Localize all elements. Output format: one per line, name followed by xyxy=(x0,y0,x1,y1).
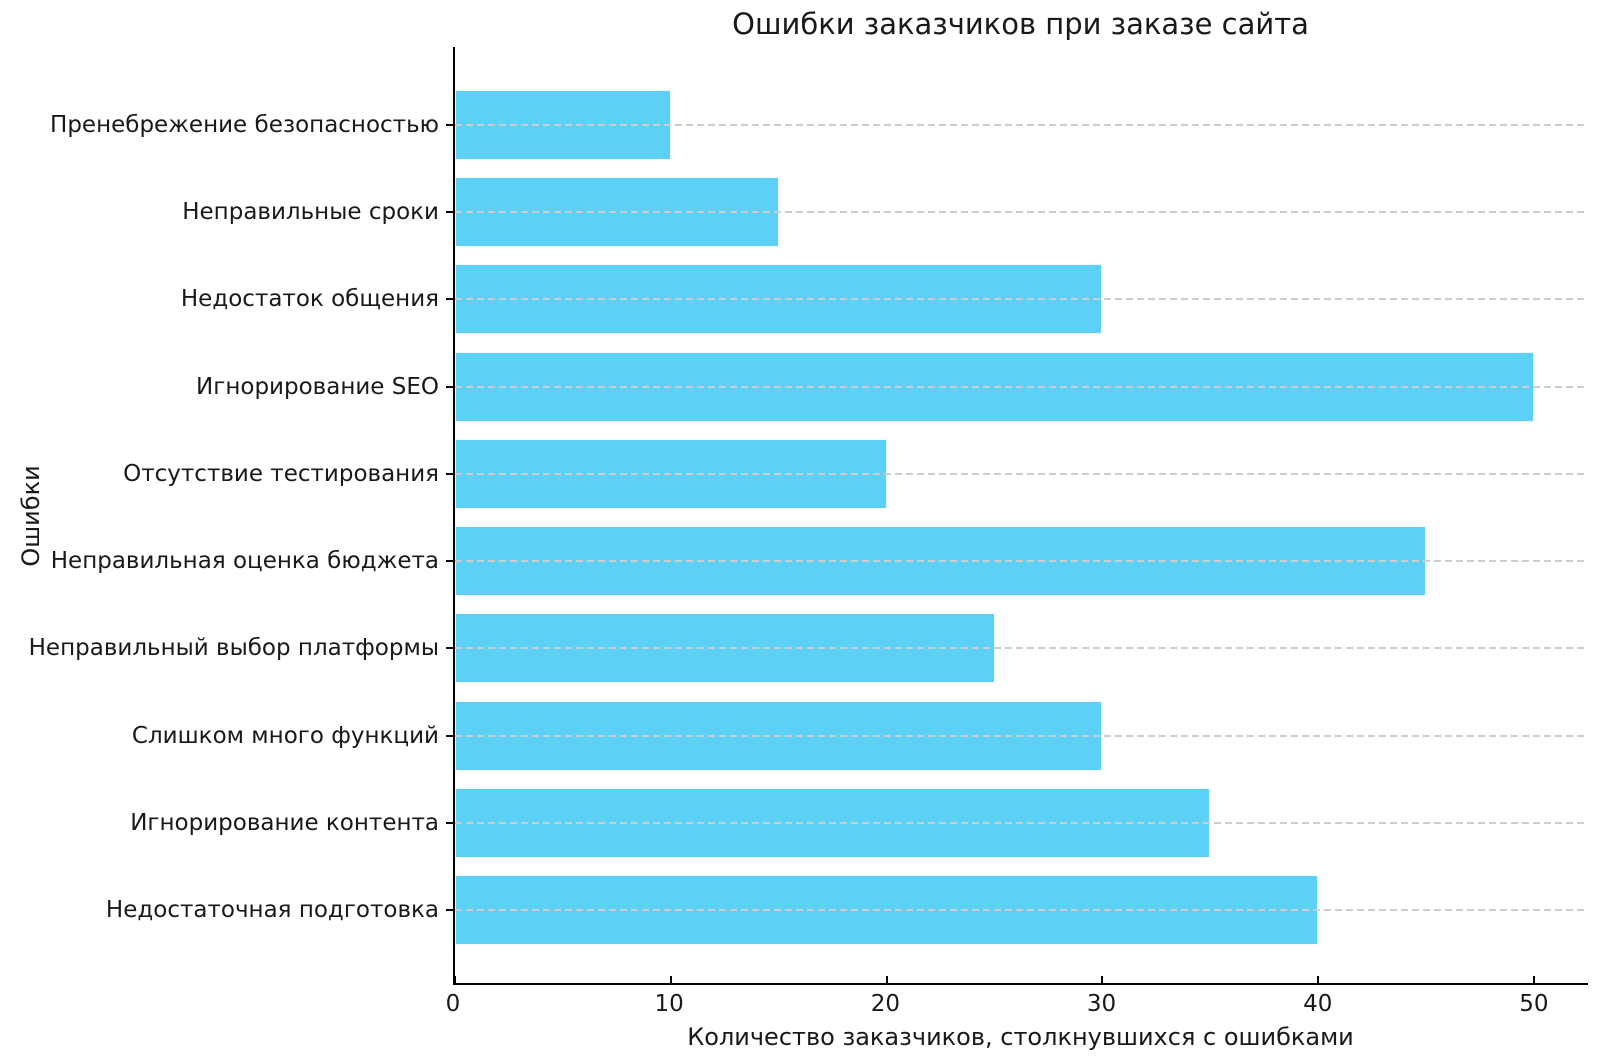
x-axis-label: Количество заказчиков, столкнувшихся с о… xyxy=(687,1023,1354,1051)
x-tick-mark xyxy=(1533,976,1536,983)
gridline xyxy=(455,472,1588,475)
y-tick-mark xyxy=(446,560,453,563)
y-tick-mark xyxy=(446,385,453,388)
category-label: Неправильная оценка бюджета xyxy=(50,548,439,575)
y-tick-mark xyxy=(446,909,453,912)
bar-row: Игнорирование контента xyxy=(130,779,1588,866)
chart-title: Ошибки заказчиков при заказе сайта xyxy=(732,7,1309,41)
bar-rows-container: Пренебрежение безопасностью Неправильные … xyxy=(29,81,1588,954)
category-label: Отсутствие тестирования xyxy=(123,460,439,487)
bar-row: Слишком много функций xyxy=(132,692,1588,779)
x-tick-label: 20 xyxy=(870,991,901,1017)
gridline xyxy=(455,734,1588,737)
bar-row: Неправильный выбор платформы xyxy=(29,605,1588,692)
gridline xyxy=(455,210,1588,213)
x-tick-label: 10 xyxy=(654,991,684,1017)
x-tick-label: 40 xyxy=(1303,991,1333,1017)
category-label: Неправильный выбор платформы xyxy=(28,635,439,662)
x-tick-mark xyxy=(1317,976,1320,983)
gridline xyxy=(455,385,1588,388)
category-label: Недостаток общения xyxy=(180,286,439,313)
category-label: Неправильные сроки xyxy=(182,198,439,225)
gridline xyxy=(455,822,1588,825)
bar-row: Недостаточная подготовка xyxy=(106,867,1588,954)
plot-area: Пренебрежение безопасностью Неправильные … xyxy=(29,47,1588,985)
y-tick-mark xyxy=(446,210,453,213)
category-label: Игнорирование SEO xyxy=(196,373,439,400)
y-axis-label: Ошибки xyxy=(17,465,45,567)
gridline xyxy=(455,647,1588,650)
category-label: Пренебрежение безопасностью xyxy=(50,111,439,138)
x-tick-labels: 0 10 20 30 40 50 xyxy=(446,991,1588,1021)
category-label: Недостаточная подготовка xyxy=(105,897,439,924)
x-tick-mark xyxy=(454,976,456,983)
x-tick-label: 0 xyxy=(445,991,461,1017)
x-tick-label: 50 xyxy=(1519,991,1549,1017)
gridline xyxy=(455,560,1588,563)
category-label: Слишком много функций xyxy=(131,722,439,749)
x-tick-mark xyxy=(1101,976,1104,983)
gridline xyxy=(455,298,1588,301)
category-label: Игнорирование контента xyxy=(130,810,439,837)
bar-row: Неправильная оценка бюджета xyxy=(51,517,1588,604)
bar-row: Игнорирование SEO xyxy=(196,343,1588,430)
x-tick-mark xyxy=(885,976,888,983)
x-tick-mark xyxy=(669,976,672,983)
y-tick-mark xyxy=(446,472,453,475)
y-tick-mark xyxy=(446,123,453,126)
gridline xyxy=(455,909,1588,912)
bar-row: Пренебрежение безопасностью xyxy=(50,81,1588,168)
bar-row: Недостаток общения xyxy=(181,256,1588,343)
y-tick-mark xyxy=(446,822,453,825)
bar-row: Неправильные сроки xyxy=(182,168,1588,255)
x-tick-label: 30 xyxy=(1086,991,1117,1017)
bar-row: Отсутствие тестирования xyxy=(123,430,1588,517)
y-tick-mark xyxy=(446,298,453,301)
gridline xyxy=(455,123,1588,126)
y-tick-mark xyxy=(446,734,453,737)
y-tick-mark xyxy=(446,647,453,650)
